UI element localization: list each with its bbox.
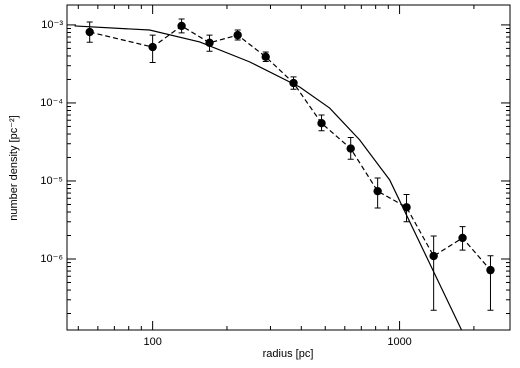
y-tick-label: 10⁻³: [41, 19, 63, 31]
x-axis-label: radius [pc]: [263, 348, 314, 360]
x-tick-label: 1000: [387, 336, 411, 348]
y-tick-label: 10⁻⁶: [40, 253, 63, 265]
data-point: [233, 30, 242, 40]
data-point: [85, 27, 94, 37]
y-tick-label: 10⁻⁵: [40, 175, 63, 187]
data-point: [373, 186, 382, 196]
data-point: [458, 233, 467, 243]
series-line: [89, 25, 491, 271]
data-point: [486, 265, 495, 275]
y-tick-label: 10⁻⁴: [40, 97, 63, 109]
plot-frame: [66, 4, 511, 331]
data-point: [429, 251, 438, 261]
series-line: [74, 25, 463, 331]
data-point: [346, 144, 355, 153]
error-bar: [430, 235, 437, 311]
data-point: [317, 118, 326, 128]
y-axis-label: number density [pc⁻²]: [8, 115, 20, 220]
data-point: [148, 42, 157, 52]
x-tick-label: 100: [143, 336, 161, 348]
data-point: [261, 52, 270, 62]
error-bar: [487, 255, 494, 311]
data-point: [177, 21, 186, 31]
